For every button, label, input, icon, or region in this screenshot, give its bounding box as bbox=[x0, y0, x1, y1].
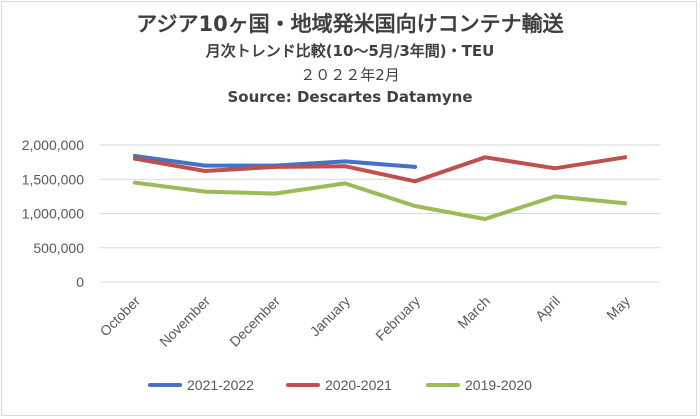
y-tick-label: 1,000,000 bbox=[22, 206, 84, 222]
data-point bbox=[553, 194, 557, 199]
y-axis-ticks: 0 500,000 1,000,000 1,500,000 2,000,000 bbox=[22, 137, 85, 290]
legend-label: 2020-2021 bbox=[325, 377, 392, 393]
data-point bbox=[203, 163, 207, 168]
series-lines bbox=[133, 153, 627, 221]
x-axis-ticks: October November December January February Ma… bbox=[97, 293, 634, 350]
series-line-2020-2021 bbox=[133, 155, 627, 184]
series-line-2019-2020 bbox=[133, 180, 627, 221]
chart-date-line: ２０２２年2月 bbox=[300, 66, 400, 84]
y-tick-label: 0 bbox=[76, 274, 84, 290]
data-point bbox=[343, 181, 347, 186]
x-tick-label: May bbox=[603, 293, 633, 323]
x-tick-label: January bbox=[307, 293, 354, 340]
legend-label: 2019-2020 bbox=[465, 377, 532, 393]
data-point bbox=[413, 179, 417, 184]
data-point bbox=[203, 189, 207, 194]
gridlines bbox=[100, 144, 660, 283]
legend: 2021-2022 2020-2021 2019-2020 bbox=[148, 377, 532, 393]
data-point bbox=[413, 164, 417, 169]
data-point bbox=[343, 159, 347, 164]
chart-subtitle: 月次トレンド比較(10～5月/3年間)・TEU bbox=[205, 42, 495, 60]
chart-source: Source: Descartes Datamyne bbox=[227, 88, 473, 106]
x-tick-label: February bbox=[372, 293, 423, 344]
data-point bbox=[273, 164, 277, 169]
data-point bbox=[483, 216, 487, 221]
data-point bbox=[553, 166, 557, 171]
data-point bbox=[623, 201, 627, 206]
x-tick-label: April bbox=[532, 293, 563, 324]
data-point bbox=[273, 191, 277, 196]
data-point bbox=[413, 203, 417, 208]
data-point bbox=[133, 156, 137, 161]
y-tick-label: 500,000 bbox=[33, 240, 84, 256]
data-point bbox=[483, 155, 487, 160]
chart-title: アジア10ヶ国・地域発米国向けコンテナ輸送 bbox=[136, 12, 564, 36]
data-point bbox=[203, 169, 207, 174]
x-tick-label: November bbox=[156, 293, 213, 350]
data-point bbox=[623, 155, 627, 160]
legend-label: 2021-2022 bbox=[187, 377, 254, 393]
data-point bbox=[133, 180, 137, 185]
x-tick-label: March bbox=[454, 293, 493, 332]
x-tick-label: December bbox=[226, 293, 283, 350]
data-point bbox=[343, 164, 347, 169]
x-tick-label: October bbox=[97, 293, 144, 340]
y-tick-label: 1,500,000 bbox=[22, 171, 84, 187]
y-tick-label: 2,000,000 bbox=[22, 137, 84, 153]
